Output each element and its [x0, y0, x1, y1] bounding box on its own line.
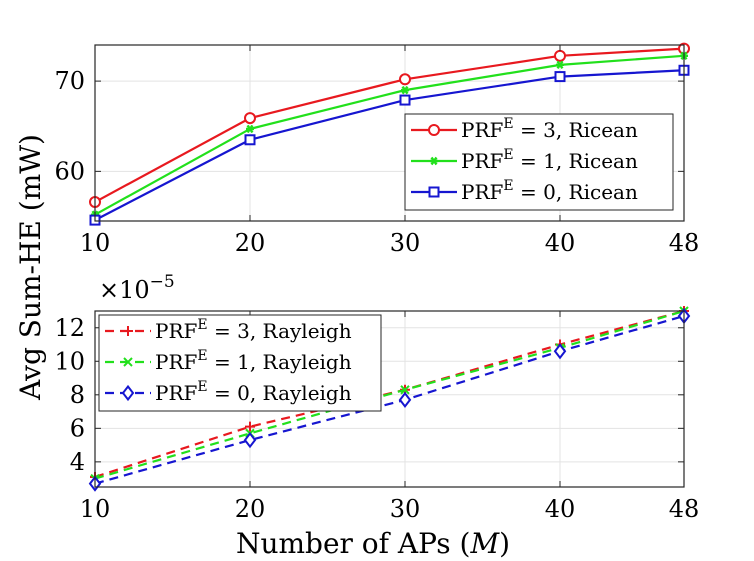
legend-item-3: PRFE = 0, Rayleigh: [105, 379, 352, 405]
legend-label-base: PRF: [155, 350, 198, 374]
data-point: [245, 421, 255, 432]
legend-label: PRFE = 1, Ricean: [461, 147, 638, 173]
y-multiplier: ×10−5: [99, 272, 175, 304]
axes-frame: [94, 44, 685, 222]
legend-label-base: PRF: [461, 118, 504, 142]
y-tick-label: 60: [54, 157, 85, 185]
legend-label-base: PRF: [461, 149, 504, 173]
x-tick-label: 48: [669, 229, 700, 257]
legend-label-superscript: E: [503, 116, 513, 132]
legend-label-rest: = 3, Ricean: [514, 118, 638, 142]
x-tick-label: 30: [390, 495, 421, 523]
data-point: [246, 124, 254, 134]
axes-frame: [94, 310, 685, 488]
y-tick-label: 6: [70, 414, 85, 442]
legend-item-3: PRFE = 0, Ricean: [411, 178, 638, 204]
legend-label: PRFE = 0, Rayleigh: [155, 379, 352, 405]
data-point: [554, 71, 566, 83]
x-tick-label: 30: [390, 229, 421, 257]
legend-marker: [428, 186, 440, 198]
tick-marks: [94, 45, 685, 221]
x-tick-label: 20: [235, 495, 266, 523]
legend-item-2: PRFE = 1, Ricean: [411, 147, 638, 173]
x-axis-label-text: Number of APs (: [236, 527, 471, 560]
legend-label-rest: = 1, Rayleigh: [208, 350, 352, 374]
data-point: [400, 385, 410, 395]
data-point: [243, 431, 257, 449]
data-point: [553, 343, 567, 360]
x-tick-label: 40: [545, 495, 576, 523]
data-point: [244, 134, 256, 146]
x-tick-label: 48: [669, 495, 700, 523]
legend-label: PRFE = 0, Ricean: [461, 178, 638, 204]
legend-label-rest: = 0, Ricean: [514, 180, 638, 204]
y-multiplier-exponent: −5: [150, 272, 175, 292]
legend-label-base: PRF: [155, 319, 198, 343]
y-tick-label: 4: [70, 448, 85, 476]
data-point: [556, 60, 564, 70]
legend-label-rest: = 1, Ricean: [514, 149, 638, 173]
legend-label: PRFE = 3, Rayleigh: [155, 317, 352, 343]
x-tick-label: 40: [545, 229, 576, 257]
legend-item-1: PRFE = 3, Rayleigh: [105, 317, 352, 343]
legend-label: PRFE = 3, Ricean: [461, 116, 638, 142]
legend-item-2: PRFE = 1, Rayleigh: [105, 348, 352, 374]
legend-box: [98, 314, 382, 412]
x-axis-label-variable: M: [469, 527, 500, 560]
legend-marker: [121, 384, 135, 402]
data-point: [401, 85, 409, 95]
y-tick-label: 8: [70, 381, 85, 409]
x-tick-label: 10: [80, 229, 111, 257]
data-point: [554, 49, 566, 62]
y-tick-label: 10: [54, 347, 85, 375]
legend-label-superscript: E: [197, 317, 207, 333]
y-multiplier-base: ×10: [99, 276, 150, 304]
legend-marker: [123, 326, 133, 336]
x-tick-label: 20: [235, 229, 266, 257]
legend-label-rest: = 0, Rayleigh: [208, 381, 352, 405]
data-point: [399, 94, 411, 106]
x-tick-label: 10: [80, 495, 111, 523]
legend-marker: [430, 156, 438, 166]
legend-marker: [123, 357, 133, 367]
legend-label: PRFE = 1, Rayleigh: [155, 348, 352, 374]
y-axis-label: Avg Sum-HE (mW): [14, 134, 47, 401]
legend-label-superscript: E: [197, 379, 207, 395]
legend-label-superscript: E: [197, 348, 207, 364]
y-tick-label: 70: [54, 67, 85, 95]
series-3: [88, 307, 691, 492]
legend-item-1: PRFE = 3, Ricean: [411, 116, 638, 142]
data-point: [398, 391, 412, 408]
y-tick-label: 12: [54, 314, 85, 342]
legend-label-base: PRF: [155, 381, 198, 405]
x-axis-label: Number of APs (M): [236, 527, 510, 560]
legend-label-superscript: E: [503, 147, 513, 163]
data-point: [399, 73, 411, 86]
legend-label-base: PRF: [461, 180, 504, 204]
legend-marker: [428, 124, 440, 136]
legend-label-rest: = 3, Rayleigh: [208, 319, 352, 343]
legend-label-superscript: E: [503, 178, 513, 194]
x-axis-label-close: ): [499, 527, 510, 560]
data-point: [244, 112, 256, 125]
